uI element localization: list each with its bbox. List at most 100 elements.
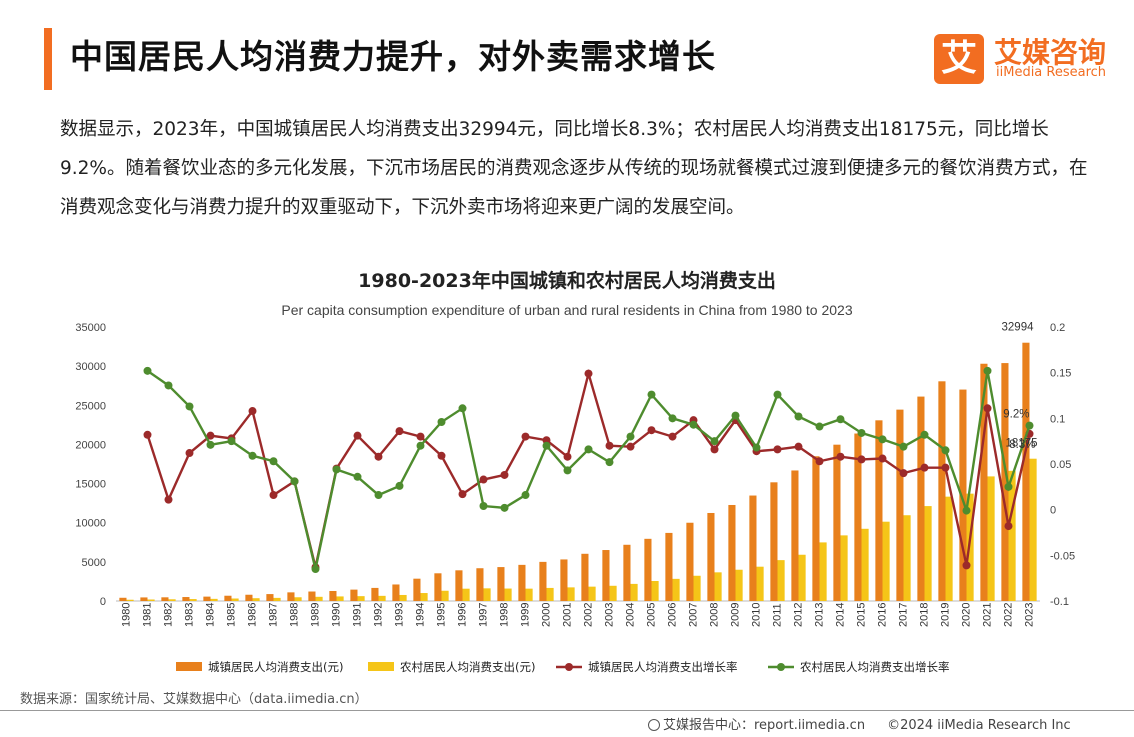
rural-bar (504, 588, 512, 601)
rural-bar (273, 597, 281, 601)
x-tick-label: 1998 (498, 603, 510, 627)
urban-bar (791, 470, 799, 601)
rural-bar (378, 595, 386, 601)
rural-growth-point (332, 465, 341, 474)
rural-bar (924, 506, 932, 601)
rural-bar (882, 521, 890, 601)
rural-growth-point (689, 420, 698, 429)
y-left-tick-label: 35000 (75, 322, 106, 334)
rural-growth-point (269, 457, 278, 466)
rural-growth-point (185, 402, 194, 411)
rural-growth-point (164, 381, 173, 390)
urban-bar (245, 594, 253, 601)
rural-bar (1029, 458, 1037, 601)
rural-growth-point (458, 404, 467, 413)
x-tick-label: 2021 (981, 603, 993, 627)
x-tick-label: 1995 (435, 603, 447, 627)
rural-growth-point (542, 441, 551, 450)
urban-bar (497, 567, 505, 601)
urban-bar (161, 597, 169, 601)
urban-growth-point (1004, 522, 1013, 531)
rural-bar (231, 598, 239, 601)
urban-growth-point (248, 407, 257, 416)
urban-bar (266, 594, 274, 601)
x-tick-label: 2005 (645, 603, 657, 627)
rural-bar (651, 580, 659, 601)
report-center-link[interactable]: 艾媒报告中心：report.iimedia.cn (663, 718, 866, 733)
urban-bar (581, 553, 589, 601)
urban-bar (1022, 342, 1030, 601)
x-tick-label: 1981 (141, 603, 153, 627)
rural-growth-point (731, 411, 740, 420)
rural-growth-point (227, 437, 236, 446)
logo-cn-text: 艾媒咨询 (994, 36, 1107, 69)
x-tick-label: 2019 (939, 603, 951, 627)
urban-growth-point (647, 426, 656, 435)
urban-bar (707, 512, 715, 601)
urban-bar (812, 456, 820, 601)
rural-bar (861, 528, 869, 601)
x-tick-label: 1980 (120, 603, 132, 627)
rural-bar (336, 596, 344, 601)
x-tick-label: 2020 (960, 603, 972, 627)
y-left-tick-label: 10000 (75, 518, 106, 530)
urban-bar (413, 578, 421, 601)
urban-growth-point (962, 561, 971, 570)
rural-bar (714, 572, 722, 601)
x-tick-label: 2001 (561, 603, 573, 627)
urban-bar (140, 597, 148, 601)
urban-growth-point (626, 442, 635, 451)
rural-growth-point (773, 390, 782, 399)
x-tick-label: 1999 (519, 603, 531, 627)
urban-bar (749, 495, 757, 601)
urban-growth-point (878, 454, 887, 463)
rural-growth-point (248, 451, 257, 460)
urban-growth-point (542, 436, 551, 445)
urban-growth-point (710, 445, 719, 454)
rural-bar (546, 587, 554, 601)
title-accent-bar (44, 28, 52, 90)
rural-growth-point (626, 432, 635, 441)
urban-growth-point (605, 441, 614, 450)
data-label: 32994 (1002, 322, 1035, 334)
x-tick-label: 2015 (855, 603, 867, 627)
urban-growth-point (668, 432, 677, 441)
y-right-tick-label: 0.05 (1050, 459, 1071, 471)
x-tick-label: 2012 (792, 603, 804, 627)
urban-bar (854, 433, 862, 601)
y-right-tick-label: 0.1 (1050, 413, 1065, 425)
x-tick-label: 2011 (771, 603, 783, 627)
rural-growth-point (206, 440, 215, 449)
rural-growth-point (962, 506, 971, 515)
urban-bar (602, 550, 610, 601)
rural-growth-point (941, 446, 950, 455)
rural-growth-point (605, 458, 614, 467)
y-right-tick-label: 0 (1050, 505, 1056, 517)
urban-growth-point (437, 451, 446, 460)
rural-bar (945, 496, 953, 601)
urban-bar (938, 381, 946, 601)
x-tick-label: 1982 (162, 603, 174, 627)
urban-growth-point (416, 432, 425, 441)
chart-title: 1980-2023年中国城镇和农村居民人均消费支出 (358, 270, 776, 292)
legend-swatch (565, 663, 573, 671)
rural-bar (903, 515, 911, 601)
rural-bar (630, 583, 638, 601)
rural-growth-point (437, 417, 446, 426)
x-tick-label: 1987 (267, 603, 279, 627)
urban-bar (560, 559, 568, 601)
y-left-tick-label: 0 (100, 596, 106, 608)
legend-swatch (368, 662, 394, 671)
y-right-tick-label: 0.2 (1050, 322, 1065, 334)
x-tick-label: 2002 (582, 603, 594, 627)
urban-growth-point (374, 452, 383, 461)
logo-en-text: iiMedia Research (996, 65, 1107, 80)
y-left-tick-label: 15000 (75, 479, 106, 491)
rural-bar (693, 575, 701, 601)
urban-bar (308, 591, 316, 601)
y-right-tick-label: -0.1 (1050, 596, 1069, 608)
rural-growth-point (500, 503, 509, 512)
urban-bar (203, 596, 211, 601)
urban-bar (434, 573, 442, 601)
rural-bar (126, 599, 134, 601)
